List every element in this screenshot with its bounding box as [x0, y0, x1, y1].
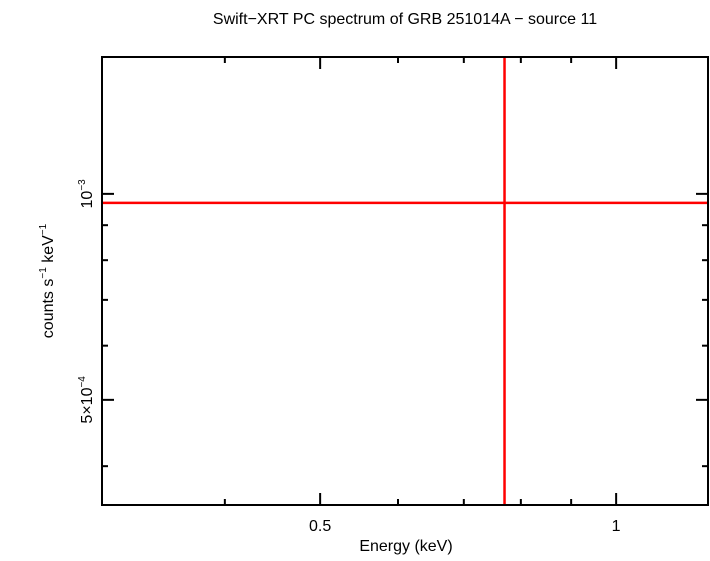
y-tick-base: 10	[79, 191, 96, 209]
y-label-sup2: −1	[38, 223, 49, 235]
chart-title: Swift−XRT PC spectrum of GRB 251014A − s…	[213, 11, 597, 28]
plot-frame	[101, 56, 709, 506]
y-tick-exp: −4	[77, 376, 88, 388]
y-label-main: counts s	[40, 279, 57, 339]
y-tick-exp: −3	[77, 179, 88, 191]
x-tick-label: 1	[612, 518, 621, 535]
x-tick-label: 0.5	[309, 518, 331, 535]
y-label-sup1: −1	[38, 267, 49, 279]
y-label-mid: keV	[40, 235, 57, 267]
y-tick-label: 5×10−4	[77, 376, 96, 424]
y-tick-label: 10−3	[77, 179, 96, 209]
y-axis-label: counts s−1 keV−1	[38, 223, 57, 338]
x-axis-label: Energy (keV)	[359, 538, 452, 555]
data-layer	[102, 57, 708, 505]
tick-layer: 0.5 1 10−3 5×10−4	[77, 57, 708, 535]
y-tick-base: 5×10	[79, 387, 96, 423]
